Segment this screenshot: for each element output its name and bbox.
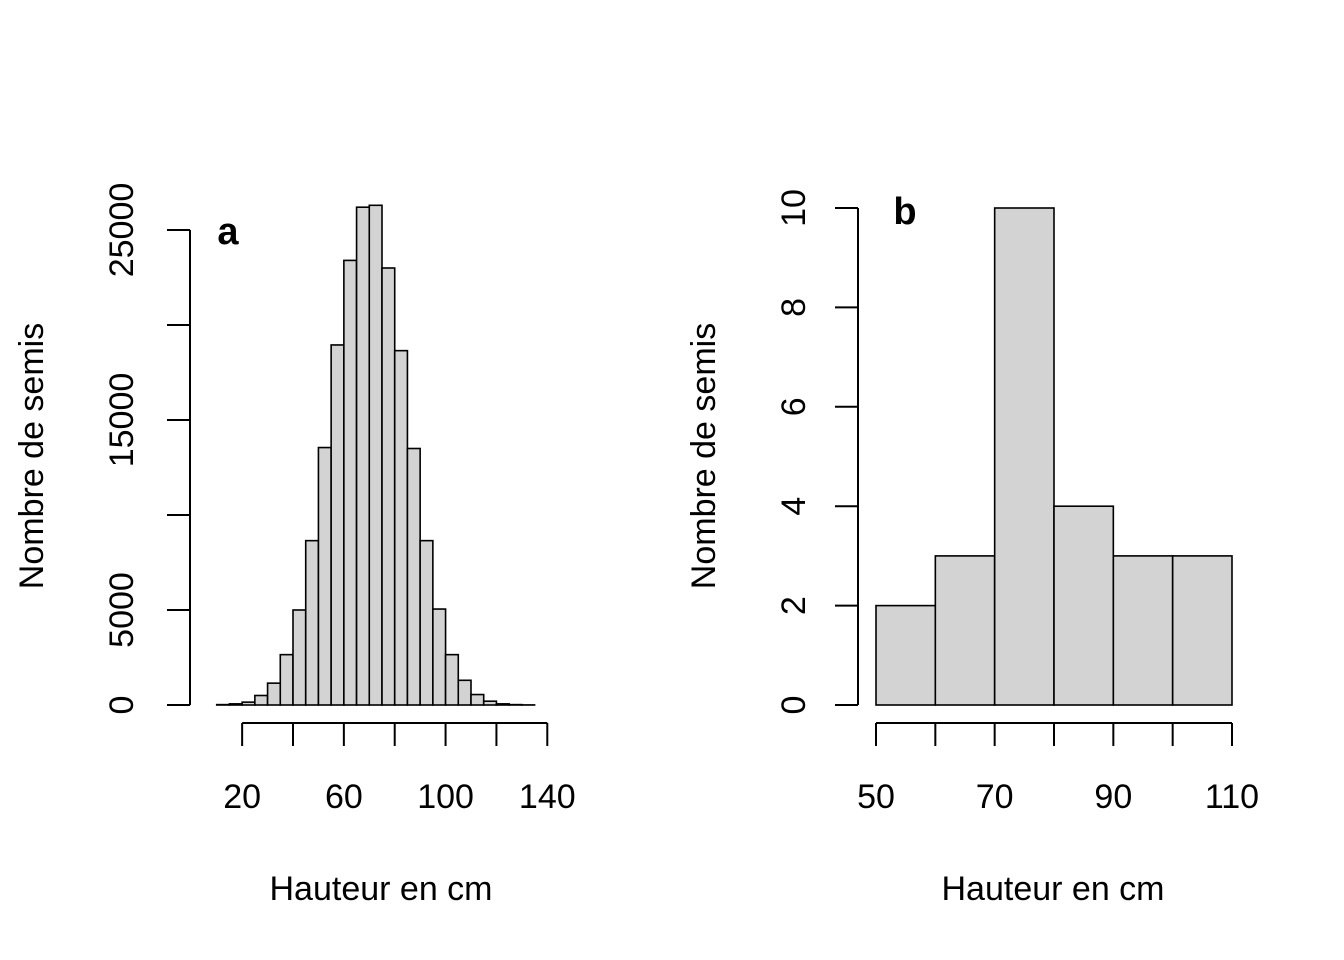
histogram-bar [470,693,485,706]
histogram-bar [355,206,371,706]
y-axis-title: Nombre de semis [13,323,51,589]
x-tick-label: 60 [325,778,363,816]
histogram-bar [419,539,434,706]
y-tick-label: 6 [775,397,813,416]
x-axis-title: Hauteur en cm [270,870,493,908]
histogram-bar [266,682,282,706]
y-tick-label: 2 [775,596,813,615]
histogram-bar [393,349,409,706]
histogram-bar [317,446,332,706]
y-tick-label: 25000 [103,183,141,278]
histogram-bar [292,609,307,706]
histogram-bar [330,344,345,706]
histogram-bar [457,679,472,706]
y-axis-title: Nombre de semis [685,323,723,589]
panel-label: a [217,211,239,253]
x-tick-label: 140 [519,778,576,816]
histogram-bar [241,701,256,706]
x-tick-label: 70 [976,778,1014,816]
histogram-bar [993,207,1055,706]
histogram-bar [482,700,498,706]
histogram-bar [1171,555,1233,706]
histogram-bar [432,608,447,706]
y-tick-label: 0 [103,696,141,715]
y-tick-label: 5000 [103,572,141,648]
histogram-bar [1112,555,1174,706]
x-axis-title: Hauteur en cm [942,870,1165,908]
histogram-bar [343,259,358,706]
y-tick-label: 15000 [103,373,141,468]
y-tick-label: 8 [775,298,813,317]
x-tick-label: 100 [417,778,474,816]
x-tick-label: 50 [857,778,895,816]
y-tick-label: 0 [775,696,813,715]
histogram-bar [279,653,294,706]
x-tick-label: 90 [1094,778,1132,816]
histogram-bar [228,703,243,706]
y-tick-label: 10 [775,189,813,227]
histogram-bar [368,204,383,706]
y-tick-label: 4 [775,497,813,516]
histogram-bar [304,539,320,706]
histogram-panel-b: 50 70 90 110 0 2 4 6 8 10 Hauteur en cm Nombre de s… [685,189,1259,908]
histogram-bar [1053,505,1115,706]
histogram-bar [254,694,269,706]
histogram-bar [875,604,937,706]
x-tick-label: 20 [223,778,261,816]
panel-label: b [893,191,916,233]
histogram-bar [934,555,996,706]
histogram-bar [381,267,396,706]
x-tick-label: 110 [1205,778,1259,816]
histogram-bar [495,703,510,706]
histogram-bar [406,447,421,706]
histogram-panel-a: 20 60 100 140 0 5000 15000 25000 Hauteur en cm No… [13,183,576,908]
histogram-bar [444,653,460,706]
